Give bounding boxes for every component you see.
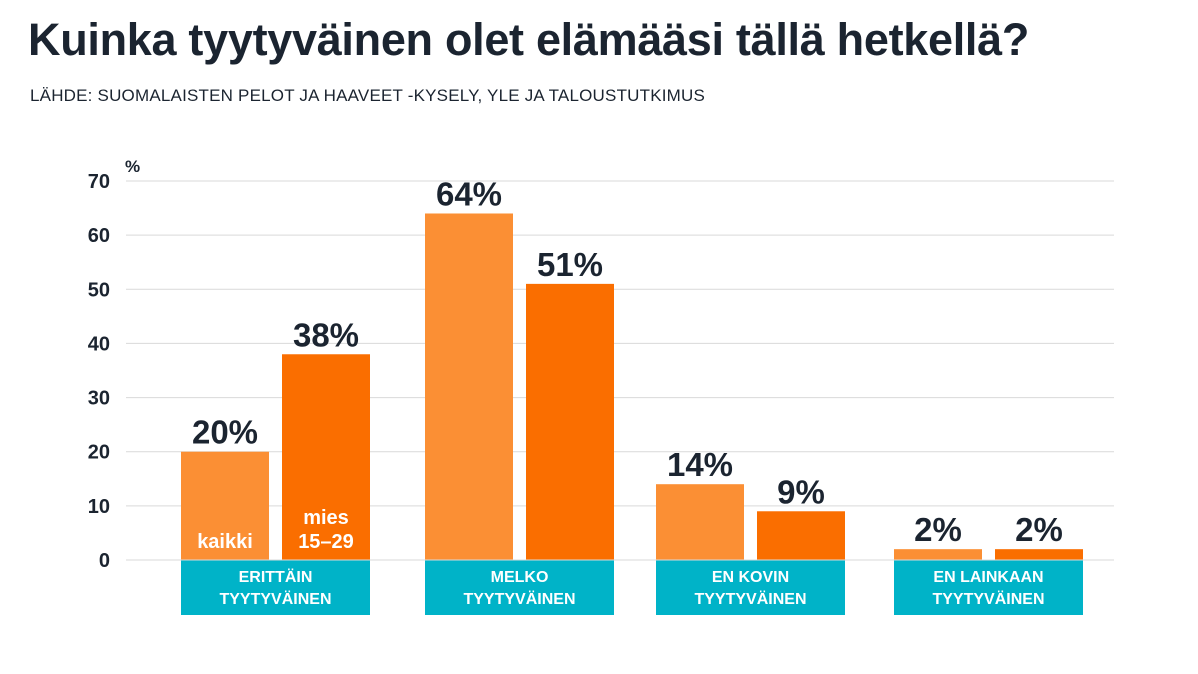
- y-axis-unit: %: [125, 157, 140, 176]
- category-label: MELKO: [491, 569, 549, 586]
- bar: [757, 511, 845, 560]
- category-label: EN LAINKAAN: [933, 569, 1043, 586]
- category-band: [656, 560, 845, 615]
- series-label-kaikki: kaikki: [197, 531, 253, 553]
- y-tick-label: 50: [88, 279, 110, 301]
- data-label: 2%: [914, 511, 962, 548]
- bar: [282, 354, 370, 560]
- data-label: 14%: [667, 446, 733, 483]
- category-label: TYYTYVÄINEN: [694, 590, 806, 608]
- bar: [425, 213, 513, 560]
- category-label: TYYTYVÄINEN: [219, 590, 331, 608]
- y-tick-label: 10: [88, 496, 110, 518]
- y-tick-label: 0: [99, 550, 110, 572]
- series-label-mies: mies: [303, 507, 349, 529]
- bar: [656, 484, 744, 560]
- data-label: 38%: [293, 316, 359, 353]
- series-label-mies: 15–29: [298, 531, 354, 553]
- bar: [894, 549, 982, 560]
- y-tick-label: 70: [88, 171, 110, 193]
- category-label: ERITTÄIN: [239, 568, 313, 586]
- data-label: 51%: [537, 246, 603, 283]
- data-label: 9%: [777, 473, 825, 510]
- data-label: 64%: [436, 175, 502, 212]
- bar: [181, 451, 269, 560]
- chart-title: Kuinka tyytyväinen olet elämääsi tällä h…: [28, 14, 1030, 65]
- bar: [526, 283, 614, 560]
- category-label: EN KOVIN: [712, 569, 789, 586]
- bar: [995, 549, 1083, 560]
- category-band: [181, 560, 370, 615]
- data-label: 2%: [1015, 511, 1063, 548]
- category-band: [425, 560, 614, 615]
- y-tick-label: 30: [88, 388, 110, 410]
- category-band: [894, 560, 1083, 615]
- category-label: TYYTYVÄINEN: [932, 590, 1044, 608]
- category-label: TYYTYVÄINEN: [463, 590, 575, 608]
- y-tick-label: 20: [88, 442, 110, 464]
- y-tick-label: 60: [88, 225, 110, 247]
- chart-subtitle: LÄHDE: SUOMALAISTEN PELOT JA HAAVEET -KY…: [30, 86, 706, 105]
- y-tick-label: 40: [88, 333, 110, 355]
- data-label: 20%: [192, 414, 258, 451]
